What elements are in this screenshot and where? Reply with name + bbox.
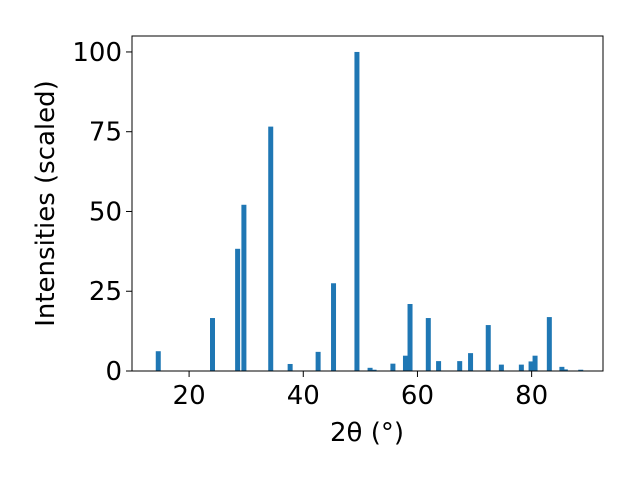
x-axis-ticks: 20 40 60 80	[173, 371, 548, 411]
bar	[371, 369, 377, 371]
bar	[485, 325, 491, 371]
bar	[235, 248, 241, 371]
bar	[287, 363, 293, 371]
bar	[402, 355, 408, 371]
y-tick-label: 0	[105, 357, 122, 387]
bar	[528, 361, 534, 371]
y-tick-label: 100	[72, 38, 122, 68]
bar	[241, 204, 247, 371]
plot-frame	[131, 35, 604, 372]
bar	[532, 355, 538, 371]
bar	[457, 361, 463, 371]
bar	[425, 318, 431, 371]
bar	[562, 369, 568, 371]
bar	[268, 126, 274, 371]
bar	[155, 351, 161, 371]
y-axis-ticks: 0 25 50 75 100	[72, 38, 132, 387]
y-axis-label: Intensities (scaled)	[31, 80, 61, 327]
x-tick-label: 40	[287, 381, 320, 411]
x-tick-label: 60	[401, 381, 434, 411]
y-tick-label: 25	[89, 277, 122, 307]
bar	[436, 361, 442, 371]
x-axis-label: 2θ (°)	[330, 418, 404, 448]
bar	[518, 364, 524, 371]
bars-group	[155, 51, 584, 371]
bar	[331, 283, 337, 371]
bar	[367, 367, 373, 371]
y-tick-label: 75	[89, 118, 122, 148]
x-tick-label: 20	[173, 381, 206, 411]
bar	[578, 369, 584, 371]
bar	[498, 364, 504, 371]
bar	[468, 353, 474, 371]
bar	[390, 363, 396, 371]
bar	[210, 318, 215, 371]
y-tick-label: 50	[89, 197, 122, 227]
bar	[546, 317, 552, 371]
bar	[559, 366, 565, 371]
x-tick-label: 80	[515, 381, 548, 411]
bar	[315, 351, 321, 371]
bar	[354, 51, 360, 371]
bar	[407, 304, 413, 371]
